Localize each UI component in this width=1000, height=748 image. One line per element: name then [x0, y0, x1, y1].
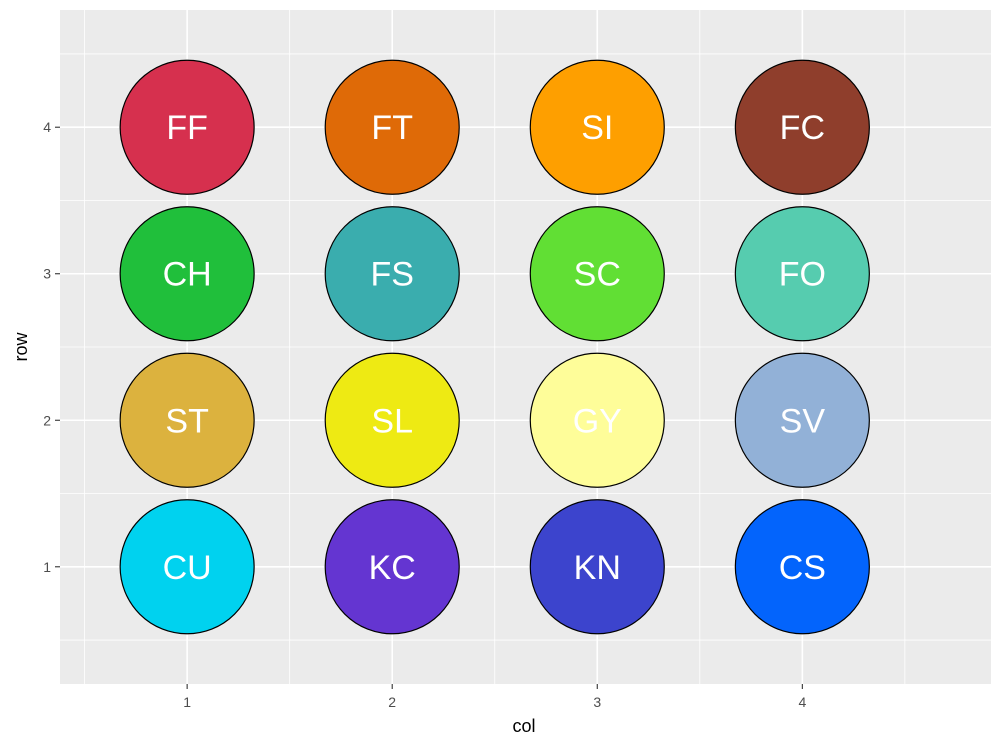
point-label: KN [574, 549, 621, 587]
point-circle [734, 206, 870, 342]
point-label: KC [369, 549, 416, 587]
point-circle [734, 59, 870, 195]
point-circle [734, 499, 870, 635]
point-label: FS [370, 256, 413, 294]
point-label: CH [163, 256, 212, 294]
point-label: CU [163, 549, 212, 587]
y-tick-label: 4 [43, 119, 51, 135]
y-axis-title: row [11, 332, 31, 362]
x-axis: 1 2 3 4 [183, 684, 806, 710]
point-circle [324, 499, 460, 635]
point-label: SV [780, 402, 826, 440]
point-circle [529, 499, 665, 635]
point-circle [529, 206, 665, 342]
points-layer: FF FT SI FC CH FS SC FO ST SL GY SV CU KC KN CS [119, 59, 870, 635]
point-circle [529, 59, 665, 195]
point-label: FO [779, 256, 826, 294]
point-circle [529, 352, 665, 488]
y-tick-label: 3 [43, 266, 51, 282]
point-label: FF [166, 109, 208, 147]
x-tick-label: 2 [388, 694, 396, 710]
point-circle [734, 352, 870, 488]
point-circle [324, 59, 460, 195]
point-circle [119, 59, 255, 195]
y-axis: 1 2 3 4 [43, 119, 60, 575]
point-label: CS [779, 549, 826, 587]
point-label: ST [165, 402, 208, 440]
x-tick-label: 4 [798, 694, 806, 710]
point-label: GY [573, 402, 622, 440]
point-label: FT [371, 109, 413, 147]
point-circle [324, 352, 460, 488]
point-label: SC [574, 256, 621, 294]
point-label: SL [371, 402, 413, 440]
point-circle [119, 499, 255, 635]
y-tick-label: 1 [43, 559, 51, 575]
minor-gridlines [60, 10, 991, 684]
y-tick-label: 2 [43, 412, 51, 428]
point-label: FC [780, 109, 825, 147]
x-tick-label: 1 [183, 694, 191, 710]
x-axis-title: col [512, 716, 535, 736]
point-circle [119, 352, 255, 488]
x-tick-label: 3 [593, 694, 601, 710]
point-label: SI [581, 109, 613, 147]
point-circle [119, 206, 255, 342]
point-circle [324, 206, 460, 342]
